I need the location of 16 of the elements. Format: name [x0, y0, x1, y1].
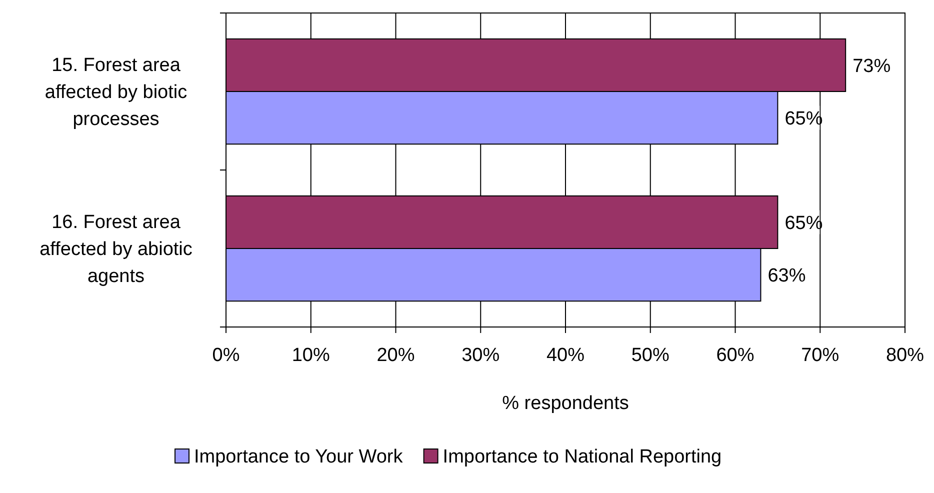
x-tick-label: 70%: [801, 345, 840, 366]
legend-label: Importance to National Reporting: [442, 446, 722, 468]
legend-label: Importance to Your Work: [194, 446, 404, 468]
data-label: 73%: [852, 56, 891, 77]
y-tick-label: 15. Forest area affected by biotic processes: [44, 55, 188, 130]
x-tick-label: 0%: [212, 345, 240, 366]
x-axis-title: % respondents: [502, 393, 629, 414]
data-label: 63%: [768, 265, 806, 286]
x-tick-label: 60%: [716, 345, 754, 366]
x-tick-label: 20%: [376, 345, 415, 366]
x-tick-label: 50%: [631, 345, 670, 366]
y-tick-label: 16. Forest area affected by abiotic agents: [40, 212, 192, 288]
x-tick-label: 10%: [292, 345, 330, 366]
x-tick-label: 30%: [462, 345, 500, 366]
x-tick-label: 80%: [886, 345, 924, 366]
x-tick-label: 40%: [546, 345, 585, 366]
